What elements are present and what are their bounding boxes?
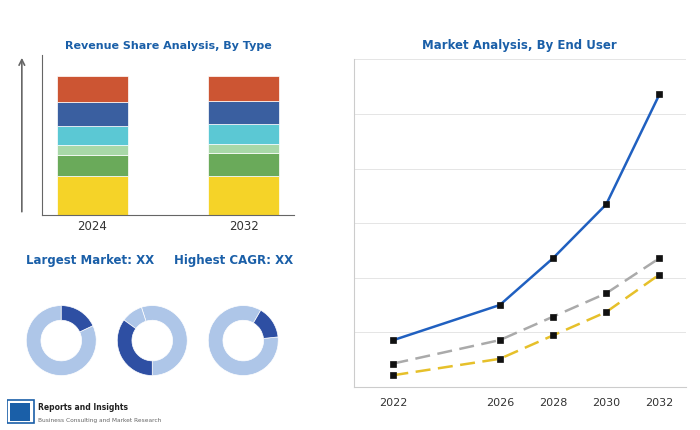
Bar [209, 101, 279, 125]
Text: Highest CAGR: XX: Highest CAGR: XX [174, 254, 293, 267]
Wedge shape [27, 306, 96, 376]
Bar [209, 77, 279, 101]
Bar [57, 156, 127, 176]
Wedge shape [209, 306, 278, 376]
Bar [57, 146, 127, 156]
Bar [57, 176, 127, 215]
Title: Market Analysis, By End User: Market Analysis, By End User [422, 39, 617, 52]
Bar [209, 125, 279, 144]
Wedge shape [62, 306, 93, 332]
Bar [209, 176, 279, 215]
Bar [57, 77, 127, 103]
Bar [57, 103, 127, 126]
Wedge shape [141, 306, 187, 376]
FancyBboxPatch shape [10, 403, 29, 421]
FancyBboxPatch shape [7, 400, 34, 423]
Text: Business Consulting and Market Research: Business Consulting and Market Research [38, 417, 161, 421]
Text: Largest Market: XX: Largest Market: XX [27, 254, 155, 267]
Wedge shape [118, 320, 152, 376]
Text: GLOBAL EDUCATIONAL ROBOTS MARKET SEGMENT ANALYSIS: GLOBAL EDUCATIONAL ROBOTS MARKET SEGMENT… [13, 15, 516, 30]
Bar [209, 154, 279, 176]
Bar [57, 126, 127, 146]
Text: Reports and Insights: Reports and Insights [38, 402, 127, 411]
Wedge shape [124, 307, 146, 329]
Title: Revenue Share Analysis, By Type: Revenue Share Analysis, By Type [64, 41, 272, 51]
Bar [209, 144, 279, 154]
Wedge shape [253, 310, 278, 339]
